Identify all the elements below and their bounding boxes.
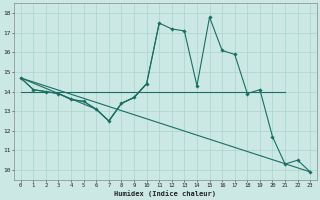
X-axis label: Humidex (Indice chaleur): Humidex (Indice chaleur) xyxy=(115,190,217,197)
